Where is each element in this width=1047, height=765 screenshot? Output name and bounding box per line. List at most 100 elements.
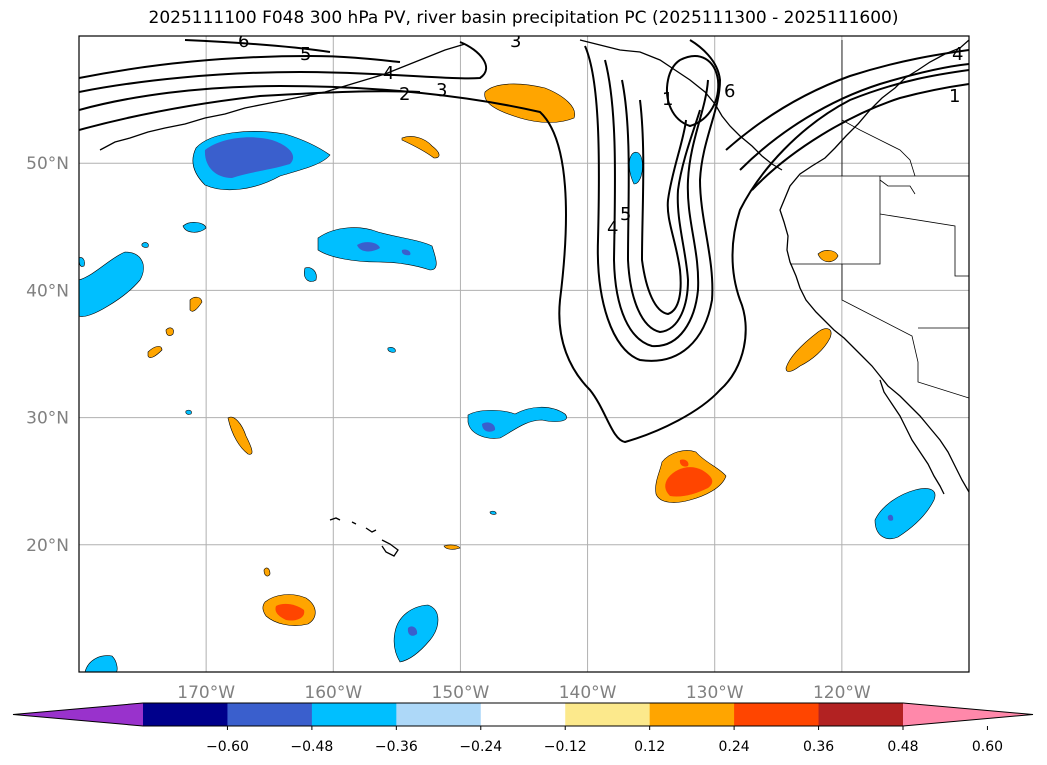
contour-label: 5 — [300, 44, 311, 65]
colorbar-segment — [227, 703, 313, 726]
lon-tick-label: 150°W — [432, 683, 490, 703]
hawaii-islands — [329, 517, 399, 557]
pos-area-gulf-alaska — [484, 83, 576, 123]
strong-pos-area-2 — [275, 603, 305, 621]
neg-area-bottom-left — [84, 655, 118, 672]
lat-tick-label: 30°N — [26, 409, 69, 429]
lon-tick-label: 140°W — [559, 683, 617, 703]
strong-pos-area-3 — [679, 459, 689, 467]
neg-area-tiny-3 — [489, 510, 497, 515]
pv-contour-2 — [79, 41, 488, 93]
strong-neg-area-2 — [357, 242, 380, 252]
pv-trough-1 — [584, 39, 722, 362]
pos-area-off-california — [785, 328, 832, 372]
pos-area-small-4 — [165, 327, 174, 336]
map-title: 2025111100 F048 300 hPa PV, river basin … — [148, 8, 899, 28]
colorbar-tick-labels: −0.60 −0.48 −0.36 −0.24 −0.12 0.12 0.24 0.36 0.4… — [206, 726, 1003, 755]
strong-positive-precip-areas — [275, 459, 713, 621]
lat-tick-label: 50°N — [26, 154, 69, 174]
contour-label: 5 — [620, 204, 631, 225]
strong-pos-area-1 — [665, 467, 713, 497]
colorbar — [12, 702, 1034, 727]
colorbar-tick-label: 0.36 — [803, 739, 834, 755]
neg-area-narrow — [628, 151, 643, 185]
contour-label: 2 — [399, 84, 410, 105]
alaska-panhandle — [579, 39, 783, 171]
lon-tick-label: 160°W — [304, 683, 362, 703]
neg-area-tiny-1 — [387, 347, 396, 353]
pv-contour-5 — [184, 39, 331, 53]
pos-area-subtropical-west — [227, 416, 253, 455]
contour-label: 3 — [510, 31, 521, 52]
strong-negative-precip-areas — [204, 137, 894, 636]
strong-neg-area-6 — [887, 514, 894, 521]
pv-trough-4 — [639, 99, 687, 316]
baja-peninsula — [879, 379, 945, 495]
lat-tick-label: 20°N — [26, 536, 69, 556]
lat-tick-label: 40°N — [26, 281, 69, 301]
pos-area-small-2 — [189, 296, 203, 312]
contour-label: 4 — [383, 63, 394, 84]
colorbar-segment — [565, 703, 651, 726]
pos-area-small-1 — [401, 136, 440, 159]
strong-neg-area-1 — [204, 137, 294, 178]
colorbar-tick-label: 0.12 — [634, 739, 665, 755]
contour-label: 6 — [238, 31, 249, 52]
neg-area-small-2 — [182, 222, 207, 233]
pos-area-small-5 — [443, 544, 461, 550]
colorbar-segment — [734, 703, 820, 726]
aleutian-islands — [99, 43, 466, 151]
pos-area-small-6 — [263, 567, 271, 577]
strong-neg-area-3 — [401, 249, 411, 256]
pos-area-oregon — [817, 250, 839, 263]
colorbar-outline — [12, 702, 1034, 727]
colorbar-segment — [143, 703, 228, 726]
colorbar-tick-label: −0.60 — [206, 739, 249, 755]
pv-ridge-east-2 — [739, 63, 969, 171]
strong-neg-area-5 — [407, 626, 418, 636]
pv-contour-outer — [79, 69, 969, 444]
colorbar-segment — [311, 703, 397, 726]
latitude-labels: 50°N 40°N 30°N 20°N — [26, 154, 69, 556]
pv-ridge-east-3 — [751, 83, 969, 191]
colorbar-tick-label: −0.48 — [290, 739, 333, 755]
pv-contour-4 — [79, 90, 421, 131]
map-panel — [79, 36, 969, 672]
colorbar-segment — [818, 703, 904, 726]
strong-neg-area-4 — [482, 422, 496, 432]
colorbar-tick-label: 0.48 — [887, 739, 918, 755]
contour-label: 1 — [949, 86, 960, 107]
pv-contours — [79, 39, 969, 444]
pv-loop-alaska — [666, 55, 720, 128]
pv-contour-labels: 6 5 4 3 2 3 1 4 6 4 5 1 — [238, 31, 963, 239]
pv-trough-3 — [621, 79, 701, 334]
contour-label: 1 — [662, 89, 673, 110]
political-borders — [790, 40, 969, 399]
colorbar-segment — [649, 703, 735, 726]
colorbar-tick-label: −0.36 — [375, 739, 418, 755]
coastlines — [99, 39, 969, 557]
lon-tick-label: 120°W — [813, 683, 871, 703]
colorbar-segment — [480, 703, 566, 726]
pv-trough-2 — [604, 59, 709, 348]
lon-tick-label: 130°W — [686, 683, 744, 703]
contour-label: 3 — [436, 80, 447, 101]
pos-area-small-3 — [147, 346, 163, 358]
contour-label: 6 — [724, 81, 735, 102]
colorbar-tick-label: −0.24 — [459, 739, 502, 755]
longitude-labels: 170°W 160°W 150°W 140°W 130°W 120°W — [177, 683, 871, 703]
contour-label: 4 — [952, 44, 963, 65]
colorbar-tick-label: −0.12 — [544, 739, 587, 755]
neg-area-small-1 — [304, 267, 317, 282]
north-america-west-coast — [779, 39, 969, 493]
colorbar-tick-label: 0.24 — [719, 739, 750, 755]
colorbar-extend-low — [13, 703, 143, 726]
neg-area-tiny-2 — [185, 409, 192, 415]
colorbar-tick-label: 0.60 — [972, 739, 1003, 755]
colorbar-extend-high — [903, 703, 1033, 726]
neg-area-west-edge — [79, 251, 144, 317]
map-frame — [78, 35, 970, 673]
neg-area-baja — [874, 488, 936, 540]
contour-label: 4 — [607, 218, 618, 239]
